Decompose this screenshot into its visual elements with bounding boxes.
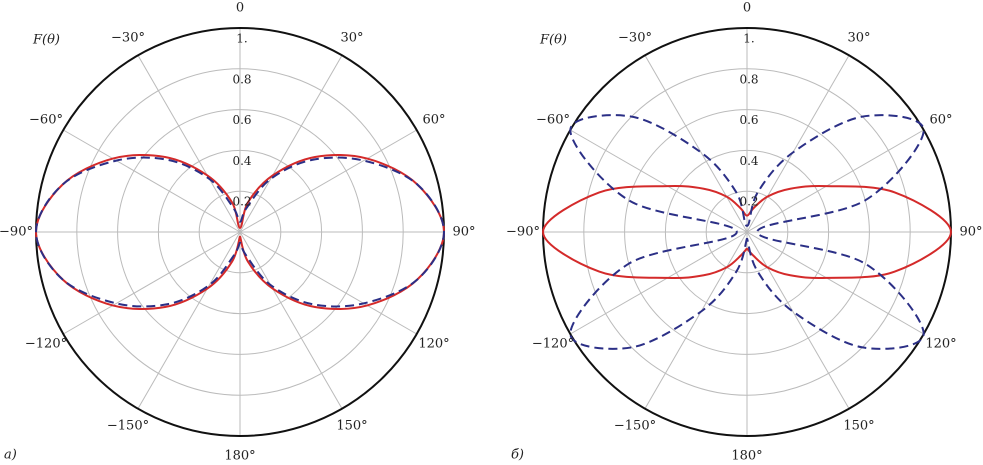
grid-spoke xyxy=(570,129,748,233)
r-tick-label: 0.4 xyxy=(739,154,758,168)
theta-tick-label: 120° xyxy=(418,337,449,352)
theta-tick-label: −60° xyxy=(29,113,63,128)
theta-tick-label: −120° xyxy=(25,337,67,352)
theta-tick-label: 90° xyxy=(959,225,982,240)
series-line xyxy=(34,156,446,308)
theta-tick-label: −90° xyxy=(0,225,33,240)
panel-label: б) xyxy=(511,448,524,463)
theta-tick-label: −120° xyxy=(532,337,574,352)
r-tick-label: 0.2 xyxy=(739,195,758,209)
theta-tick-label: 90° xyxy=(452,225,475,240)
theta-tick-label: 180° xyxy=(224,449,255,464)
grid-spoke xyxy=(644,231,748,409)
grid-spoke xyxy=(746,55,850,233)
theta-tick-label: −150° xyxy=(614,418,656,433)
grid-circle xyxy=(705,190,789,274)
grid-spoke xyxy=(63,129,241,233)
theta-tick-label: 0 xyxy=(236,1,244,16)
r-tick-label: 1. xyxy=(743,32,754,46)
grid-spoke xyxy=(644,55,748,233)
grid-circle xyxy=(157,149,323,315)
grid-circle xyxy=(664,149,830,315)
theta-tick-label: −60° xyxy=(536,113,570,128)
theta-tick-label: −30° xyxy=(111,31,145,46)
series-line xyxy=(541,184,953,280)
r-tick-label: 0.8 xyxy=(232,72,251,86)
theta-tick-label: 180° xyxy=(731,449,762,464)
grid-spoke xyxy=(239,231,343,409)
theta-tick-label: 150° xyxy=(843,418,874,433)
grid-spoke xyxy=(746,231,850,409)
grid-spoke xyxy=(570,231,748,335)
theta-tick-label: −30° xyxy=(618,31,652,46)
theta-tick-label: −90° xyxy=(506,225,540,240)
grid-circle xyxy=(624,109,870,355)
grid-spoke xyxy=(137,55,241,233)
r-tick-label: 1. xyxy=(236,32,247,46)
grid-circle xyxy=(198,190,282,274)
theta-tick-label: 120° xyxy=(925,337,956,352)
grid-spoke xyxy=(239,129,417,233)
theta-tick-label: 30° xyxy=(847,31,870,46)
series-line xyxy=(569,114,925,350)
theta-tick-label: 0 xyxy=(743,1,751,16)
grid-circle xyxy=(76,68,404,396)
series-line xyxy=(34,154,446,310)
theta-tick-label: −150° xyxy=(107,418,149,433)
r-tick-label: 0.6 xyxy=(232,113,251,127)
radial-axis-label: F(θ) xyxy=(32,33,60,48)
grid-circle xyxy=(117,109,363,355)
theta-tick-label: 60° xyxy=(929,113,952,128)
grid-spoke xyxy=(239,231,417,335)
grid-spoke xyxy=(239,55,343,233)
grid-spoke xyxy=(746,129,924,233)
grid-spoke xyxy=(137,231,241,409)
grid-spoke xyxy=(746,231,924,335)
theta-tick-label: 60° xyxy=(422,113,445,128)
theta-tick-label: 150° xyxy=(336,418,367,433)
r-tick-label: 0.4 xyxy=(232,154,251,168)
r-tick-label: 0.2 xyxy=(232,195,251,209)
grid-spoke xyxy=(63,231,241,335)
radial-axis-label: F(θ) xyxy=(539,33,567,48)
grid-circle xyxy=(583,68,911,396)
theta-tick-label: 30° xyxy=(340,31,363,46)
r-tick-label: 0.8 xyxy=(739,72,758,86)
panel-label: а) xyxy=(4,448,17,463)
r-tick-label: 0.6 xyxy=(739,113,758,127)
